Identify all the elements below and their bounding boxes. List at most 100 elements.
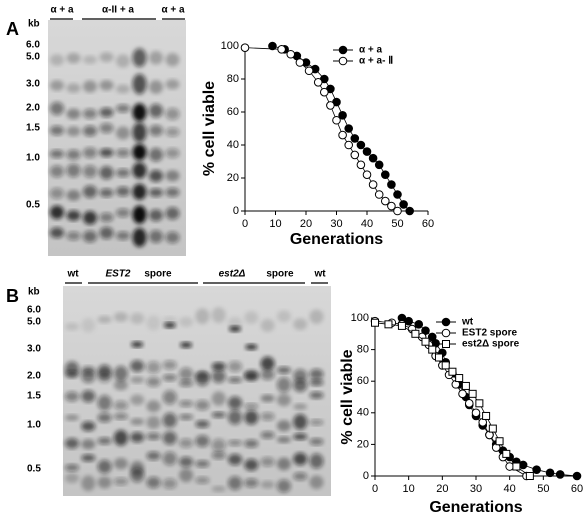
gel-band <box>260 412 275 421</box>
gel-band <box>244 439 259 448</box>
gel-band <box>228 476 242 491</box>
y-tick-label: 20 <box>357 438 369 450</box>
gel-band <box>165 148 180 159</box>
x-tick-label: 10 <box>403 483 415 495</box>
data-point <box>381 196 390 206</box>
gel-band <box>81 317 96 333</box>
gel-band <box>165 170 180 182</box>
gel-band <box>81 369 96 383</box>
gel-band <box>211 485 226 493</box>
gel-band <box>83 211 97 225</box>
gel-band <box>146 416 161 430</box>
gel-band <box>130 467 145 483</box>
data-point <box>338 111 347 120</box>
gel-band <box>162 390 177 405</box>
gel-band <box>50 54 64 66</box>
gel-band <box>146 432 161 441</box>
gel-band <box>132 183 147 200</box>
gel-band <box>211 307 226 323</box>
gel-band <box>228 396 242 410</box>
x-tick-label: 0 <box>372 483 378 495</box>
gel-band <box>211 438 226 452</box>
gel-band <box>165 231 180 244</box>
gel-band <box>309 309 324 324</box>
y-tick-label: 100 <box>221 40 239 52</box>
gel-band <box>146 476 161 489</box>
gel-band <box>99 52 114 63</box>
gel-band <box>130 418 145 426</box>
gel-band <box>195 435 210 447</box>
gel-band <box>165 127 180 137</box>
data-point <box>495 437 504 446</box>
panel-label: A <box>6 19 19 39</box>
data-point <box>371 318 379 327</box>
gel-band <box>66 231 81 241</box>
data-point <box>304 66 314 76</box>
gel-band <box>149 230 163 243</box>
gel-band <box>113 379 128 391</box>
size-marker: 0.5 <box>26 200 40 211</box>
gel-band <box>50 149 64 159</box>
x-tick-label: 60 <box>422 218 434 230</box>
data-point <box>393 190 402 199</box>
gel-band <box>130 432 145 443</box>
data-point <box>295 58 305 67</box>
gel-band <box>260 369 275 380</box>
data-point <box>414 320 424 329</box>
size-marker: 3.0 <box>26 79 40 90</box>
size-marker: 2.0 <box>26 103 40 114</box>
gel-band <box>116 168 130 178</box>
gel-band <box>228 361 242 372</box>
gel-band <box>113 413 128 420</box>
gel-band <box>179 438 194 448</box>
gel-band <box>149 125 163 136</box>
data-point <box>393 206 402 216</box>
data-point <box>381 170 390 179</box>
gel-band <box>81 454 96 462</box>
lane-label: α + a <box>161 5 185 16</box>
gel-band <box>211 451 226 460</box>
gel-band <box>83 108 97 119</box>
lane-label: α-II + a <box>102 5 134 16</box>
data-point <box>332 115 341 125</box>
gel-band <box>81 475 96 492</box>
gel-band <box>66 108 81 120</box>
size-marker: 6.0 <box>26 40 40 51</box>
gel-band <box>149 147 163 162</box>
x-axis-label: Generations <box>429 499 522 516</box>
data-point <box>441 361 450 370</box>
kb-label: kb <box>28 287 40 298</box>
gel-band <box>65 473 79 484</box>
gel-band <box>293 472 308 481</box>
data-point <box>518 460 528 470</box>
gel-band <box>50 165 64 178</box>
gel-band <box>113 365 128 382</box>
gel-band <box>293 433 308 440</box>
gel-band <box>81 421 96 432</box>
gel-band <box>276 420 291 432</box>
data-point <box>368 180 378 189</box>
legend-label: wt <box>461 317 474 328</box>
gel-band <box>65 370 79 379</box>
gel-band <box>116 186 130 197</box>
gel-band <box>113 312 128 322</box>
y-tick-label: 100 <box>351 312 369 324</box>
gel-band <box>276 436 291 444</box>
gel-band <box>195 420 210 428</box>
y-tick-label: 60 <box>357 375 369 387</box>
gel-band <box>66 52 81 64</box>
x-tick-label: 20 <box>436 483 448 495</box>
gel-band <box>244 478 259 488</box>
gel-band <box>146 315 161 331</box>
lane-label: spore <box>144 269 172 280</box>
gel-band <box>162 431 177 445</box>
data-point <box>397 321 406 330</box>
gel-band <box>83 165 97 178</box>
gel-band <box>50 187 64 199</box>
gel-band <box>130 394 145 406</box>
gel-band <box>116 148 130 158</box>
gel-band <box>116 208 130 218</box>
gel-band <box>65 391 79 402</box>
gel-band <box>245 344 258 351</box>
